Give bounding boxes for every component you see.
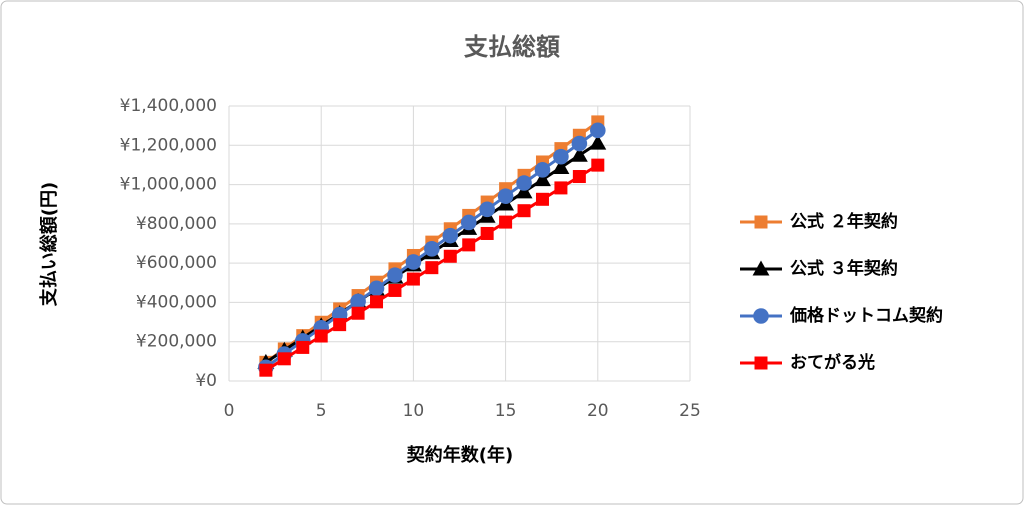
data-point xyxy=(333,318,347,332)
legend-marker xyxy=(753,308,769,324)
data-point xyxy=(589,134,607,150)
data-point xyxy=(424,241,440,257)
data-point xyxy=(388,283,402,297)
x-tick-label: 15 xyxy=(495,401,517,421)
x-axis-title: 契約年数(年) xyxy=(406,444,513,466)
y-tick-label: ¥1,400,000 xyxy=(120,96,217,116)
data-point xyxy=(460,214,477,231)
legend-label: 公式 ２年契約 xyxy=(790,211,898,232)
data-point xyxy=(499,215,513,229)
x-tick-label: 20 xyxy=(587,401,609,421)
y-tick-label: ¥800,000 xyxy=(136,214,217,234)
legend-marker xyxy=(754,215,768,229)
data-point xyxy=(571,135,588,152)
data-point xyxy=(554,181,568,195)
data-point xyxy=(516,175,532,191)
y-tick-label: ¥1,000,000 xyxy=(120,175,217,195)
data-point xyxy=(387,267,403,283)
data-point xyxy=(259,363,273,377)
data-point xyxy=(314,329,328,343)
y-tick-label: ¥400,000 xyxy=(136,292,217,312)
y-tick-label: ¥600,000 xyxy=(136,253,217,273)
legend-marker xyxy=(752,260,770,276)
x-tick-label: 25 xyxy=(679,401,701,421)
data-point xyxy=(590,122,606,139)
x-tick-label: 10 xyxy=(403,401,425,421)
data-point xyxy=(517,204,531,218)
data-point xyxy=(350,293,366,310)
y-axis-title: 支払い総額(円) xyxy=(38,182,60,307)
data-point xyxy=(534,171,551,187)
data-point xyxy=(572,170,586,184)
data-point xyxy=(405,254,422,270)
data-point xyxy=(425,261,439,275)
data-point xyxy=(570,146,588,162)
data-point xyxy=(462,238,476,252)
data-point xyxy=(552,159,570,174)
legend-marker xyxy=(754,356,768,370)
data-point xyxy=(406,272,420,286)
y-tick-label: ¥200,000 xyxy=(136,332,217,352)
data-point xyxy=(534,162,551,178)
data-point xyxy=(535,192,549,206)
legend-label: 価格ドットコム契約 xyxy=(789,305,943,326)
legend-label: 公式 ３年契約 xyxy=(790,258,898,279)
data-point xyxy=(480,226,494,240)
data-point xyxy=(443,249,457,263)
y-tick-label: ¥1,200,000 xyxy=(120,135,217,155)
data-point xyxy=(497,188,514,204)
data-point xyxy=(442,227,459,244)
chart-title: 支払総額 xyxy=(464,33,560,61)
data-point xyxy=(368,280,385,297)
legend-label: おてがる光 xyxy=(790,352,875,373)
y-tick-label: ¥0 xyxy=(195,371,217,391)
data-point xyxy=(296,340,310,354)
data-point xyxy=(277,352,291,366)
data-point xyxy=(370,295,384,309)
data-point xyxy=(591,158,605,172)
x-tick-label: 5 xyxy=(316,401,327,421)
data-point xyxy=(479,201,495,218)
data-point xyxy=(553,148,569,165)
data-point xyxy=(515,183,533,199)
x-tick-label: 0 xyxy=(224,401,235,421)
data-point xyxy=(351,306,365,320)
